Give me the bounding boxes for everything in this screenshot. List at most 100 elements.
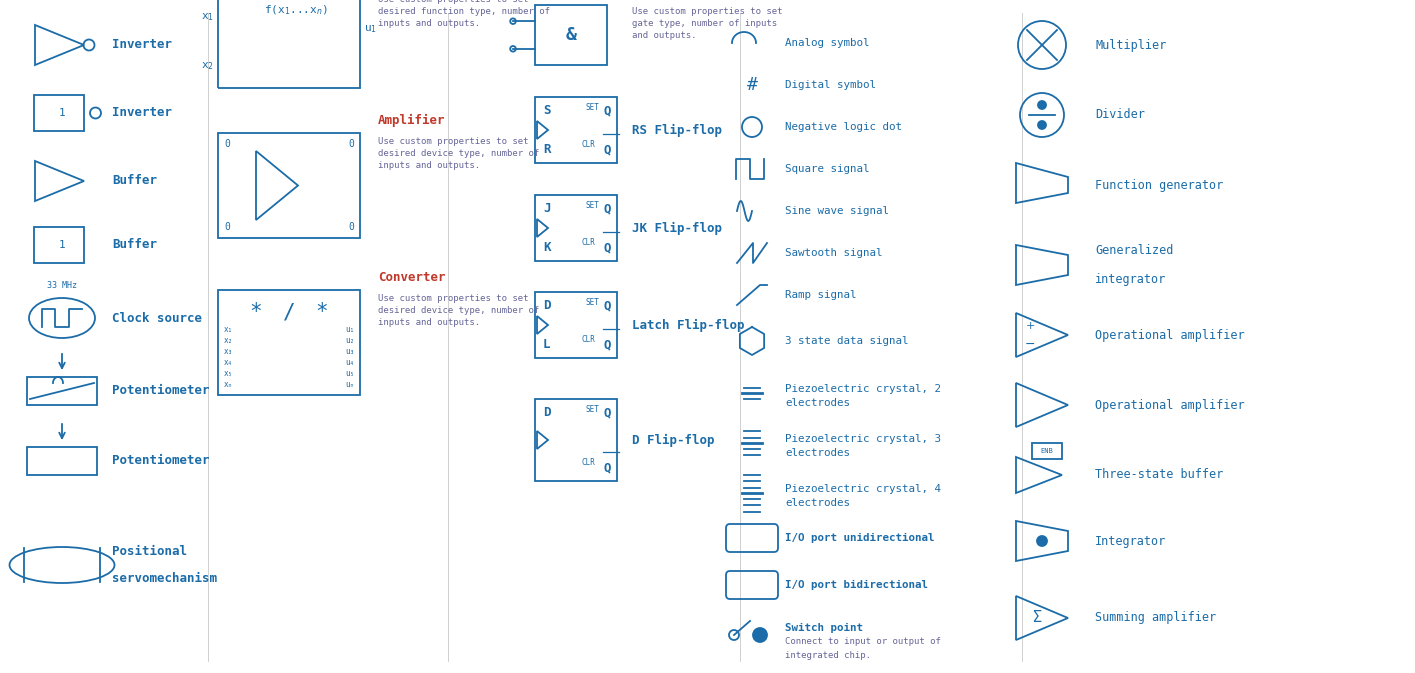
Text: /: / [283,302,296,322]
Text: Buffer: Buffer [112,174,157,188]
Text: Sawtooth signal: Sawtooth signal [785,248,883,258]
Text: f(x$_1$...x$_n$): f(x$_1$...x$_n$) [265,3,328,17]
Text: *: * [316,302,328,322]
Text: Switch point: Switch point [785,623,863,633]
Bar [34,95,83,131]
Text: Square signal: Square signal [785,164,869,174]
Text: 0: 0 [224,222,229,232]
Text: SET: SET [584,103,599,112]
Text: D Flip-flop: D Flip-flop [633,433,715,447]
Text: Converter: Converter [378,271,446,284]
Bar [218,290,359,395]
Bar [535,292,617,358]
Text: x₅: x₅ [224,369,233,378]
Text: ENB: ENB [1040,448,1053,454]
Text: SET: SET [584,298,599,307]
Text: 3 state data signal: 3 state data signal [785,336,908,346]
Text: *: * [249,302,262,322]
Text: u₃: u₃ [345,347,354,356]
Text: Q: Q [603,143,610,156]
Text: x₄: x₄ [224,358,233,367]
Text: #: # [747,76,757,94]
Text: CLR: CLR [582,458,594,467]
Text: u₂: u₂ [345,336,354,345]
Text: Latch Flip-flop: Latch Flip-flop [633,318,744,332]
Text: CLR: CLR [582,140,594,149]
Text: −: − [1024,337,1036,351]
Text: x$_2$: x$_2$ [201,60,214,72]
Text: Piezoelectric crystal, 4: Piezoelectric crystal, 4 [785,485,941,495]
Text: JK Flip-flop: JK Flip-flop [633,221,722,234]
Bar [27,377,98,405]
Text: Q: Q [603,338,610,351]
Text: xₙ: xₙ [224,380,233,389]
Text: Buffer: Buffer [112,238,157,252]
Text: Divider: Divider [1095,108,1145,122]
Text: Use custom properties to set
desired device type, number of
inputs and outputs.: Use custom properties to set desired dev… [378,294,539,326]
Text: u₄: u₄ [345,358,354,367]
Bar [535,97,617,163]
Text: I/O port bidirectional: I/O port bidirectional [785,580,928,590]
Text: 0: 0 [224,139,229,149]
Text: 0: 0 [348,222,354,232]
Text: Multiplier: Multiplier [1095,38,1166,52]
Text: Potentiometer: Potentiometer [112,384,209,398]
Text: 0: 0 [348,139,354,149]
Bar [535,5,607,65]
Text: Q: Q [603,104,610,117]
Text: Use custom properties to set
desired function type, number of
inputs and outputs: Use custom properties to set desired fun… [378,0,550,28]
Bar [1032,443,1063,459]
Text: Digital symbol: Digital symbol [785,80,876,90]
Text: Integrator: Integrator [1095,534,1166,548]
Text: x₁: x₁ [224,325,233,334]
Text: RS Flip-flop: RS Flip-flop [633,123,722,137]
Text: Σ: Σ [1033,610,1041,625]
Text: Piezoelectric crystal, 3: Piezoelectric crystal, 3 [785,435,941,444]
Text: K: K [543,241,550,254]
Text: D: D [543,406,550,419]
Text: Q: Q [603,299,610,312]
Text: Amplifier: Amplifier [378,114,446,127]
Circle shape [753,628,767,642]
Text: x₃: x₃ [224,347,233,356]
Text: CLR: CLR [582,335,594,344]
Text: Q: Q [603,202,610,215]
Text: integrator: integrator [1095,273,1166,286]
Text: R: R [543,143,550,156]
Text: Use custom properties to set
desired device type, number of
inputs and outputs.: Use custom properties to set desired dev… [378,137,539,170]
Text: u₅: u₅ [345,369,354,378]
Text: SET: SET [584,405,599,414]
Text: Operational amplifier: Operational amplifier [1095,328,1245,341]
Text: Connect to input or output of: Connect to input or output of [785,637,941,647]
Bar [27,447,98,475]
Text: electrodes: electrodes [785,398,850,409]
Text: Q: Q [603,406,610,419]
Text: Piezoelectric crystal, 2: Piezoelectric crystal, 2 [785,384,941,394]
Text: x₂: x₂ [224,336,233,345]
Circle shape [1039,121,1046,129]
Text: uₙ: uₙ [345,380,354,389]
Text: SET: SET [584,201,599,210]
Text: Negative logic dot: Negative logic dot [785,122,901,132]
Text: servomechanism: servomechanism [112,572,216,585]
Bar [34,227,83,263]
Circle shape [1037,536,1047,546]
Text: Summing amplifier: Summing amplifier [1095,612,1215,625]
Text: 33 MHz: 33 MHz [47,281,76,290]
Text: Analog symbol: Analog symbol [785,38,869,48]
Text: Potentiometer: Potentiometer [112,454,209,468]
Text: Inverter: Inverter [112,38,173,52]
Text: x$_1$: x$_1$ [201,11,214,23]
Text: Ramp signal: Ramp signal [785,290,856,300]
Text: Clock source: Clock source [112,312,202,324]
Text: Operational amplifier: Operational amplifier [1095,398,1245,411]
Text: Function generator: Function generator [1095,178,1223,192]
Circle shape [1039,101,1046,109]
Text: 1: 1 [58,240,65,250]
Bar [218,133,359,238]
Text: I/O port unidirectional: I/O port unidirectional [785,533,934,543]
Text: Sine wave signal: Sine wave signal [785,206,889,216]
Text: L: L [543,338,550,351]
Text: Q: Q [603,461,610,474]
Text: S: S [543,104,550,117]
